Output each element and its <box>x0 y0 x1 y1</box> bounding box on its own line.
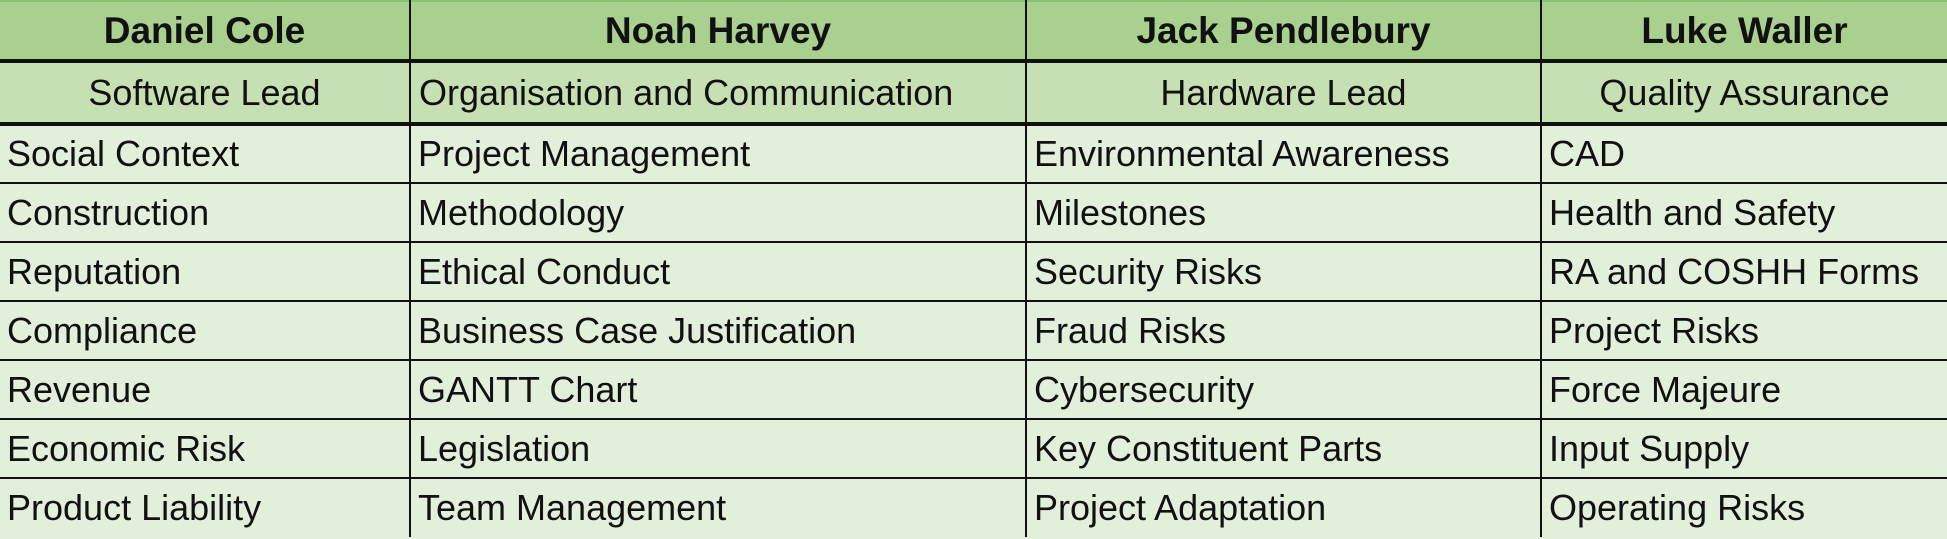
name-cell-jack-pendlebury[interactable]: Jack Pendlebury <box>1026 0 1542 63</box>
table-row: Product Liability Team Management Projec… <box>0 478 1947 537</box>
table-cell[interactable]: Cybersecurity <box>1026 360 1542 420</box>
name-cell-luke-waller[interactable]: Luke Waller <box>1541 0 1947 63</box>
table-cell[interactable]: Fraud Risks <box>1026 301 1542 361</box>
table-cell[interactable]: Economic Risk <box>0 419 411 479</box>
table-row: Reputation Ethical Conduct Security Risk… <box>0 242 1947 302</box>
table-row: Compliance Business Case Justification F… <box>0 301 1947 361</box>
table-cell[interactable]: Force Majeure <box>1541 360 1947 420</box>
role-cell-organisation-communication[interactable]: Organisation and Communication <box>410 61 1027 126</box>
table-cell[interactable]: Ethical Conduct <box>410 242 1027 302</box>
table-cell[interactable]: Project Adaptation <box>1026 478 1542 537</box>
table-row: Economic Risk Legislation Key Constituen… <box>0 419 1947 479</box>
table-cell[interactable]: Product Liability <box>0 478 411 537</box>
table-cell[interactable]: CAD <box>1541 124 1947 184</box>
table-cell[interactable]: Project Management <box>410 124 1027 184</box>
table-cell[interactable]: Reputation <box>0 242 411 302</box>
table-cell[interactable]: Milestones <box>1026 183 1542 243</box>
table-cell[interactable]: Methodology <box>410 183 1027 243</box>
name-cell-noah-harvey[interactable]: Noah Harvey <box>410 0 1027 63</box>
table-cell[interactable]: Environmental Awareness <box>1026 124 1542 184</box>
table-cell[interactable]: Key Constituent Parts <box>1026 419 1542 479</box>
table-cell[interactable]: Compliance <box>0 301 411 361</box>
table-cell[interactable]: RA and COSHH Forms <box>1541 242 1947 302</box>
table-row: Social Context Project Management Enviro… <box>0 124 1947 184</box>
table-row: Revenue GANTT Chart Cybersecurity Force … <box>0 360 1947 420</box>
table-cell[interactable]: Security Risks <box>1026 242 1542 302</box>
table-cell[interactable]: Business Case Justification <box>410 301 1027 361</box>
role-cell-quality-assurance[interactable]: Quality Assurance <box>1541 61 1947 126</box>
table-cell[interactable]: Health and Safety <box>1541 183 1947 243</box>
table-cell[interactable]: Team Management <box>410 478 1027 537</box>
role-cell-hardware-lead[interactable]: Hardware Lead <box>1026 61 1542 126</box>
table-cell[interactable]: Revenue <box>0 360 411 420</box>
table-cell[interactable]: Input Supply <box>1541 419 1947 479</box>
name-header-row: Daniel Cole Noah Harvey Jack Pendlebury … <box>0 0 1947 63</box>
table-cell[interactable]: Social Context <box>0 124 411 184</box>
name-cell-daniel-cole[interactable]: Daniel Cole <box>0 0 411 63</box>
table-row: Construction Methodology Milestones Heal… <box>0 183 1947 243</box>
role-cell-software-lead[interactable]: Software Lead <box>0 61 411 126</box>
table-cell[interactable]: GANTT Chart <box>410 360 1027 420</box>
role-header-row: Software Lead Organisation and Communica… <box>0 61 1947 126</box>
table-cell[interactable]: Operating Risks <box>1541 478 1947 537</box>
table-cell[interactable]: Legislation <box>410 419 1027 479</box>
table-cell[interactable]: Project Risks <box>1541 301 1947 361</box>
table-cell[interactable]: Construction <box>0 183 411 243</box>
